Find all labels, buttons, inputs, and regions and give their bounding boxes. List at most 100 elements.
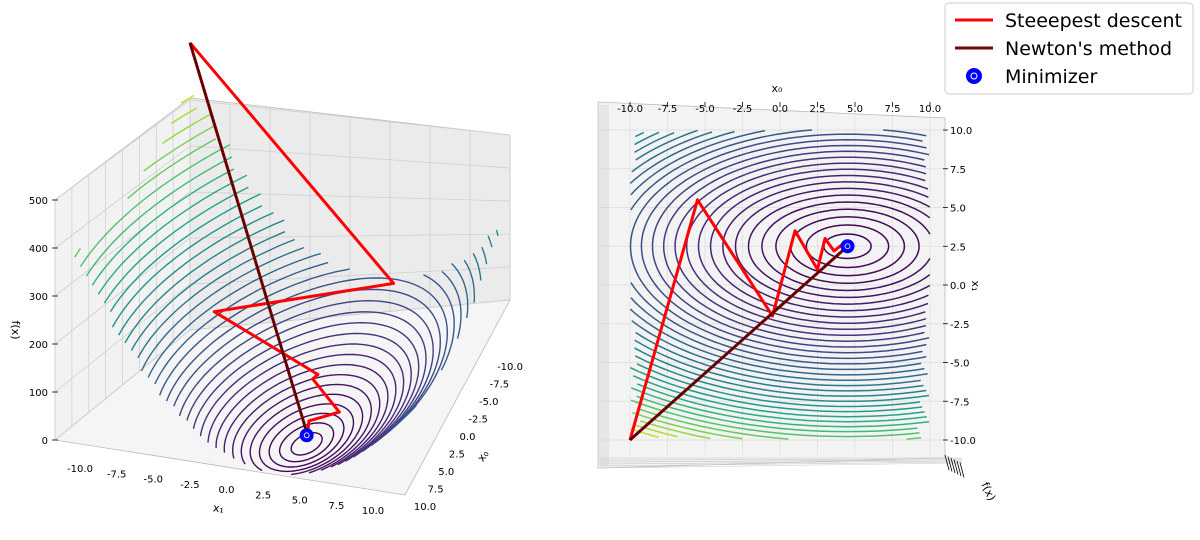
- left-surface-contour-line: [162, 112, 213, 144]
- left-surface-contour-line: [158, 268, 350, 396]
- right-x0-tick-label: 5.0: [847, 104, 863, 115]
- left-x0-tick-label: 7.5: [428, 485, 444, 496]
- right-fx-tick-mark: [950, 457, 956, 474]
- left-surface-contour-line: [127, 138, 217, 200]
- left-z-tick-label: 400: [29, 244, 48, 255]
- left-surface-contour-line: [199, 332, 412, 458]
- left-z-tick-label: 100: [29, 388, 48, 399]
- left-x1-tick-label: -7.5: [107, 469, 127, 480]
- left-optimizer-paths: [188, 41, 396, 443]
- right-contours: [629, 129, 931, 440]
- right-fx-tick-mark: [947, 456, 953, 472]
- left-z-tick-label: 500: [29, 196, 48, 207]
- right-newton-path-dots: [629, 245, 848, 441]
- right-x1-tick-label: -5.0: [950, 359, 970, 370]
- right-contour-line: [722, 181, 929, 312]
- left-surface-contour-line: [103, 186, 249, 304]
- right-contour-line: [635, 331, 921, 387]
- left-surface-contour-line: [192, 321, 420, 453]
- right-x0-tick-label: 2.5: [810, 104, 826, 115]
- left-x1-tick-label: 7.5: [328, 501, 344, 512]
- left-x0-tick-label: 10.0: [414, 502, 436, 513]
- right-contour-line: [637, 383, 927, 423]
- left-surface-contour-line: [451, 263, 469, 319]
- left-surface-contour-line: [223, 363, 389, 468]
- right-contour-line: [906, 436, 922, 440]
- left-surface-contour-line: [91, 168, 235, 286]
- left-surface-contour-line: [231, 374, 381, 471]
- right-contour-line: [761, 201, 931, 292]
- right-contour-line: [631, 131, 713, 173]
- left-surface-contour-line: [215, 353, 397, 466]
- left-surface-contour-line: [118, 212, 274, 336]
- right-x0-ticks: -10.0 -7.5 -5.0 -2.5 0.0 2.5 5.0 7.5 10.0: [617, 102, 941, 115]
- right-contour-line: [734, 187, 931, 305]
- left-surface-contour-line: [178, 299, 434, 444]
- right-x1-tick-label: 0.0: [950, 281, 966, 292]
- right-contour-line: [775, 208, 920, 284]
- right-x1-tick-label: 10.0: [950, 126, 972, 137]
- right-contour-line: [662, 150, 925, 342]
- right-contour-line: [629, 367, 923, 413]
- right-contour-line: [637, 407, 789, 440]
- left-surface-contour-line: [111, 205, 263, 328]
- right-contour-line: [805, 224, 890, 269]
- left-surface-contour-line: [137, 238, 295, 359]
- left-surface-contour-line: [165, 277, 449, 432]
- left-surface-contour-line: [143, 125, 215, 172]
- legend: Steeepest descent Newton's method Minimi…: [944, 2, 1194, 95]
- right-x0-tick-label: -10.0: [617, 104, 643, 115]
- right-fx-tick-mark: [953, 459, 959, 475]
- left-surface-contour-line: [173, 288, 442, 436]
- legend-label-minimizer: Minimizer: [1005, 66, 1097, 88]
- right-contour-line: [634, 339, 924, 392]
- left-x0-ticks: -10.0 -7.5 -5.0 -2.5 0.0 2.5 5.0 7.5 10.0: [414, 362, 523, 513]
- left-x0-tick-label: -7.5: [490, 380, 510, 391]
- left-x0-tick-label: 5.0: [438, 467, 454, 478]
- left-x0-axis-label: x₀: [475, 447, 492, 464]
- right-contour-line: [709, 174, 929, 318]
- left-x1-tick-label: -5.0: [143, 475, 163, 486]
- left-x1-tick-label: 10.0: [362, 506, 384, 517]
- left-surface-contour-line: [79, 143, 231, 267]
- left-x0-tick-label: 0.0: [460, 432, 476, 443]
- left-surface-contour-line: [278, 422, 335, 463]
- right-fx-axis-label: f(x): [978, 480, 998, 503]
- right-contour-line: [630, 428, 660, 439]
- right-x0-tick-label: 0.0: [772, 104, 788, 115]
- right-contour-line: [629, 130, 735, 184]
- left-z-axis-label: f(x): [9, 321, 22, 340]
- right-x0-tick-label: -5.0: [695, 104, 715, 115]
- right-contour-line: [631, 320, 928, 382]
- left-3d-panel: 0 100 200 300 400 500 -10.0 -7.5 -5.0 -2.5 0.0 2.5…: [9, 41, 523, 517]
- right-minimizer-marker-inner: [844, 243, 851, 250]
- right-steepest-path: [628, 198, 847, 441]
- left-newton-path: [188, 42, 309, 433]
- right-contour-line: [633, 375, 925, 418]
- left-surface-contour-line: [495, 229, 499, 237]
- right-x1-ticks: 10.0 7.5 5.0 2.5 0.0 -2.5 -5.0 -7.5 -10.0: [943, 126, 976, 447]
- right-x1-tick-label: -2.5: [950, 320, 970, 331]
- right-pane-edge: [599, 460, 963, 465]
- right-fx-tick-mark: [959, 462, 965, 478]
- right-contour-line: [636, 363, 920, 408]
- right-contour-line: [634, 355, 930, 403]
- right-pane-edge: [599, 462, 963, 469]
- right-contour-line: [632, 411, 743, 440]
- left-surface-contour-line: [240, 383, 372, 474]
- right-x0-tick-label: 7.5: [885, 104, 901, 115]
- right-contour-line: [634, 132, 675, 153]
- right-contour-line: [685, 162, 927, 331]
- left-x1-tick-label: -10.0: [67, 464, 93, 475]
- right-x1-tick-label: -10.0: [950, 436, 976, 447]
- right-minimizer-marker: [840, 239, 855, 254]
- right-pane-edge: [599, 459, 963, 463]
- left-z-tick-label: 200: [29, 340, 48, 351]
- left-x1-tick-label: 5.0: [292, 496, 308, 507]
- right-contour-line: [629, 133, 923, 360]
- legend-label-steepest: Steeepest descent: [1005, 10, 1182, 32]
- right-contour-line: [634, 131, 645, 138]
- right-x1-tick-label: 5.0: [950, 204, 966, 215]
- right-contour-line: [747, 194, 931, 299]
- left-x1-axis-label: x₁: [212, 501, 225, 515]
